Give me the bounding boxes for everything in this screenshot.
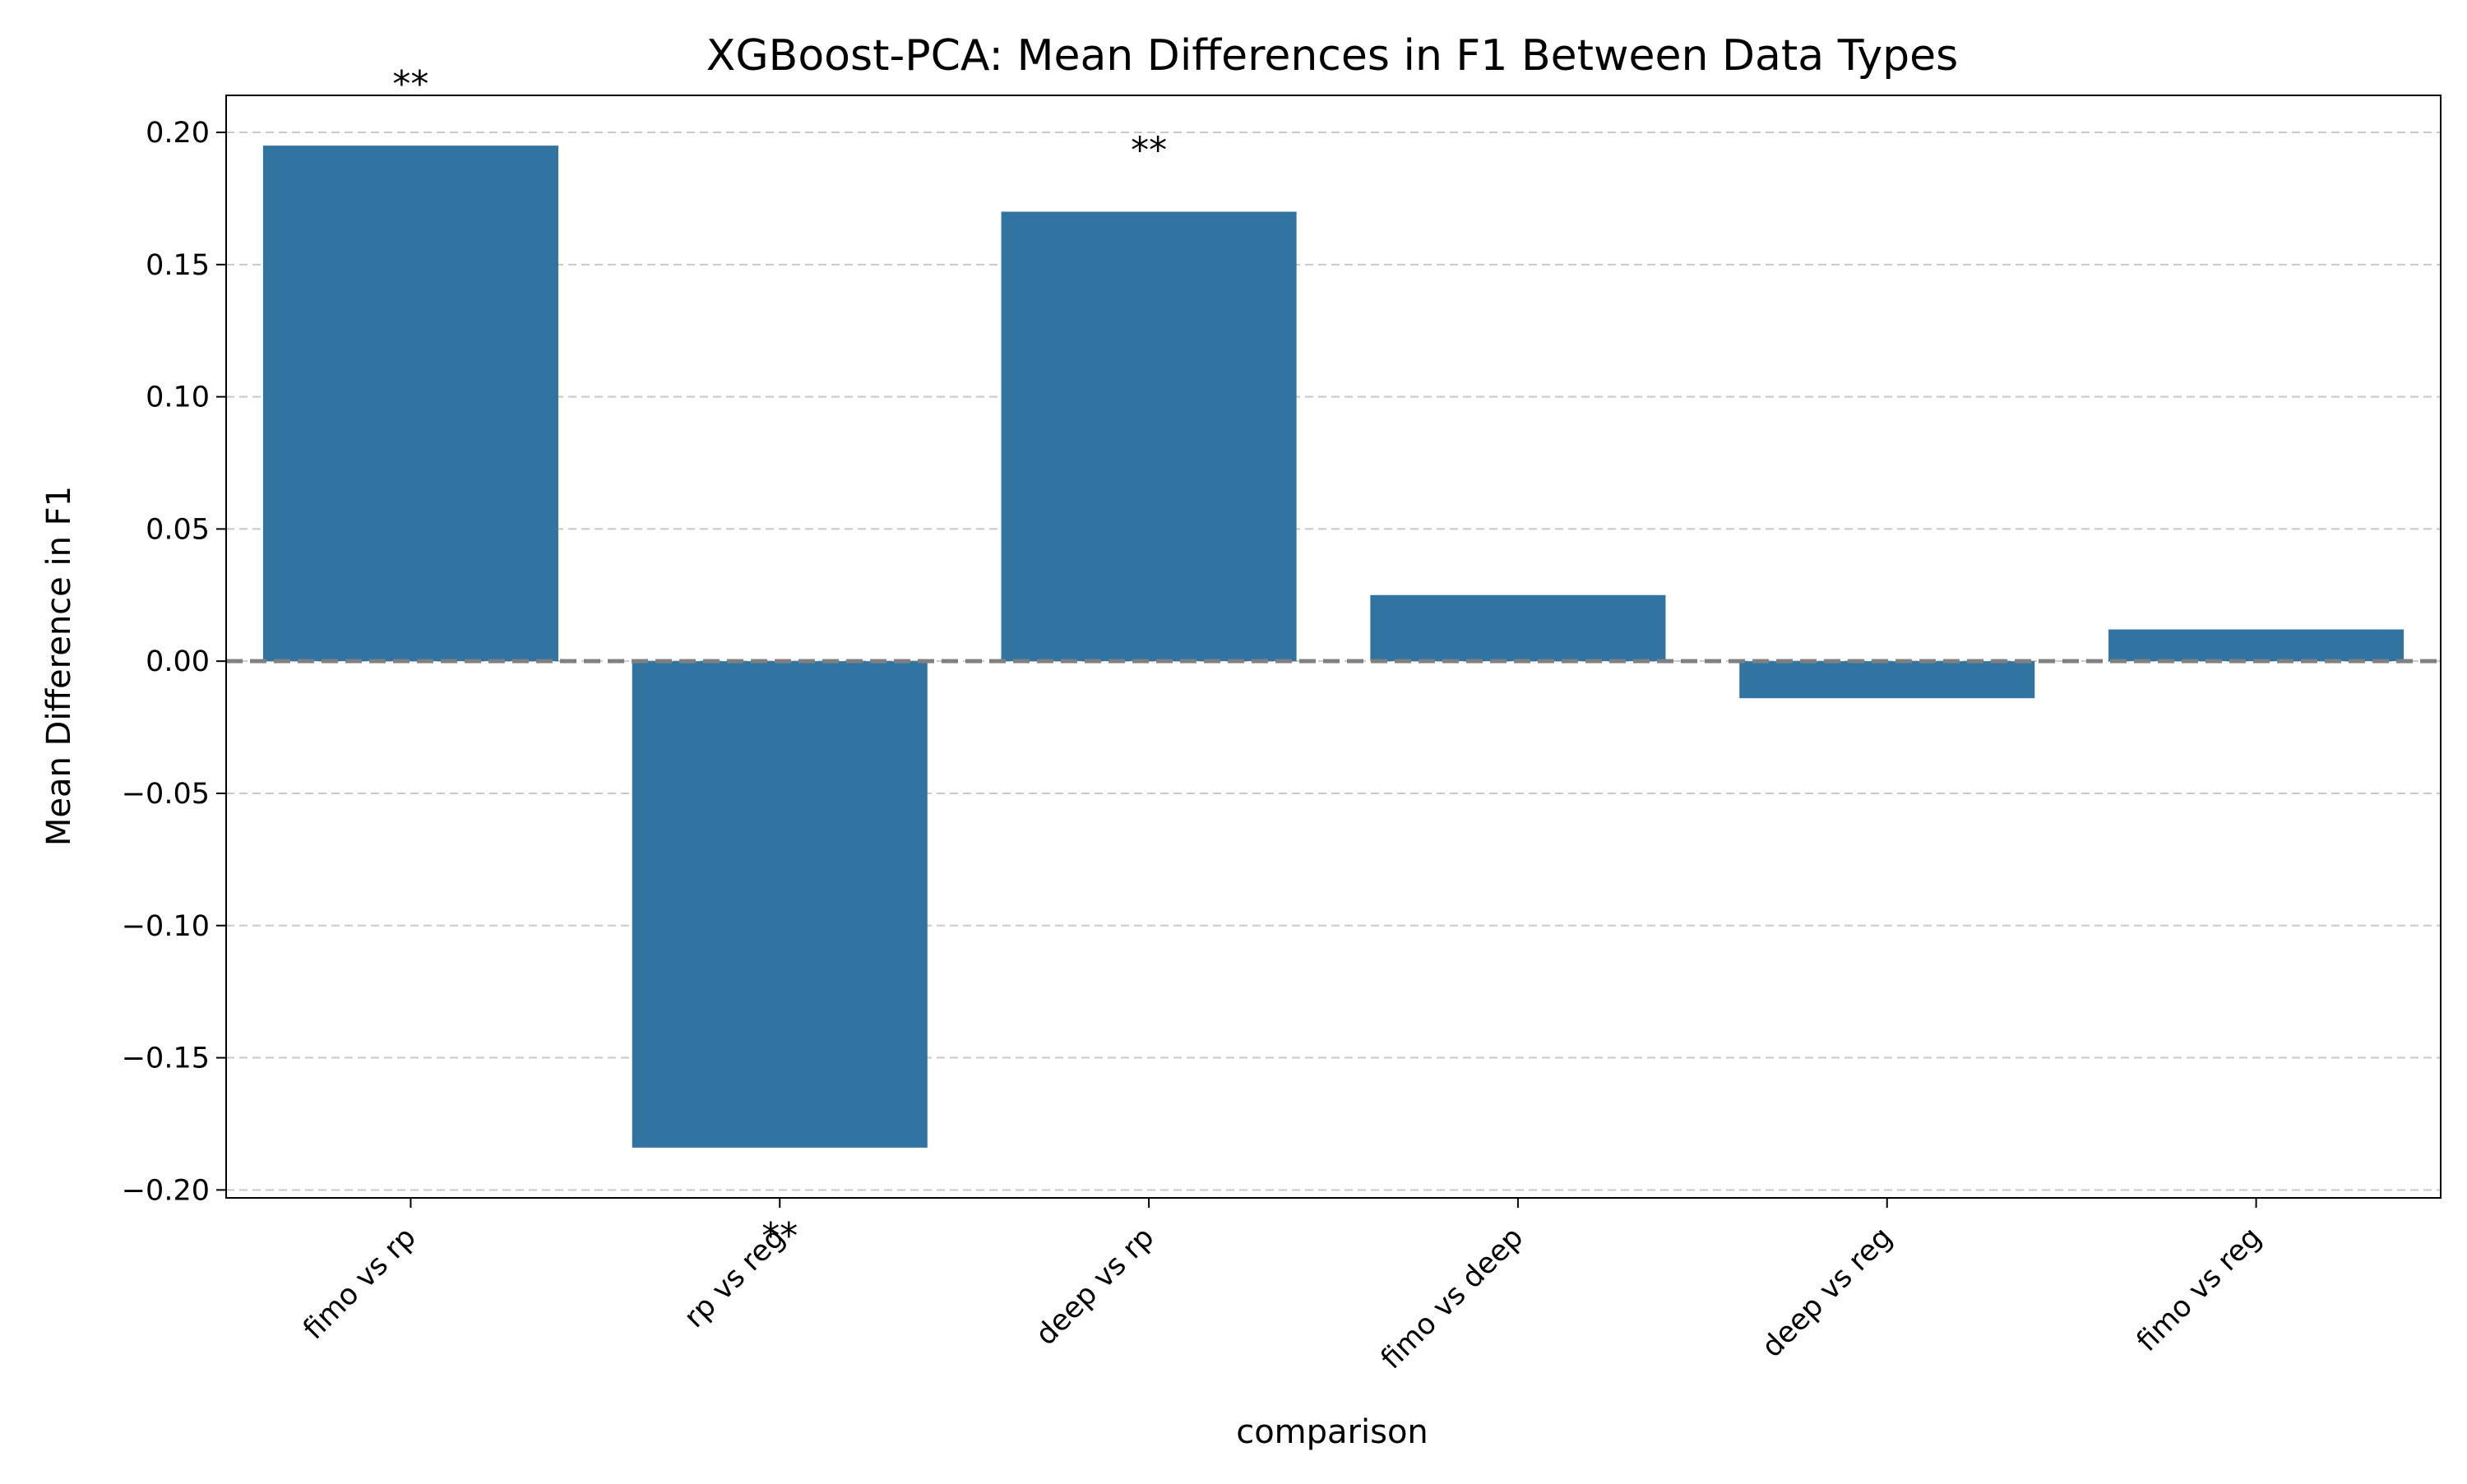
significance-marker: ** xyxy=(1131,129,1167,171)
bar xyxy=(2108,629,2405,662)
y-tick-label: −0.05 xyxy=(122,778,210,811)
bar xyxy=(262,146,558,662)
x-tick-label: fimo vs deep xyxy=(1375,1221,1530,1375)
x-tick-label: fimo vs rp xyxy=(297,1221,422,1346)
y-tick-label: 0.00 xyxy=(146,645,210,678)
x-tick-label: fimo vs reg xyxy=(2131,1221,2268,1358)
bar xyxy=(1370,594,1666,662)
bar xyxy=(1001,211,1297,662)
x-tick-label: deep vs reg xyxy=(1756,1221,1899,1364)
y-axis-label: Mean Difference in F1 xyxy=(40,486,78,846)
x-axis-ticks: fimo vs rp rp vs reg deep vs rp fimo vs dee… xyxy=(297,1198,2268,1375)
significance-marker: ** xyxy=(392,63,428,105)
y-axis-ticks: 0.20 0.15 0.10 0.05 0.00 −0.05 −0.10 −0.15 −0.20 xyxy=(122,117,226,1207)
x-axis-label: comparison xyxy=(1236,1413,1428,1451)
bar xyxy=(632,661,928,1148)
chart-title: XGBoost-PCA: Mean Differences in F1 Betw… xyxy=(706,31,1958,81)
y-tick-label: −0.10 xyxy=(122,910,210,943)
significance-marker: ** xyxy=(761,1215,798,1257)
y-tick-label: −0.15 xyxy=(122,1042,210,1075)
y-tick-label: 0.20 xyxy=(146,117,210,150)
y-tick-label: 0.05 xyxy=(146,513,210,546)
x-tick-label: deep vs rp xyxy=(1030,1221,1160,1352)
y-tick-label: 0.10 xyxy=(146,381,210,414)
bar xyxy=(1739,661,2035,699)
plot-frame xyxy=(225,95,2442,1199)
bars xyxy=(262,146,2405,1148)
y-tick-label: −0.20 xyxy=(122,1174,210,1207)
y-tick-label: 0.15 xyxy=(146,249,210,282)
significance-labels: ** ** ** xyxy=(392,63,1167,1257)
